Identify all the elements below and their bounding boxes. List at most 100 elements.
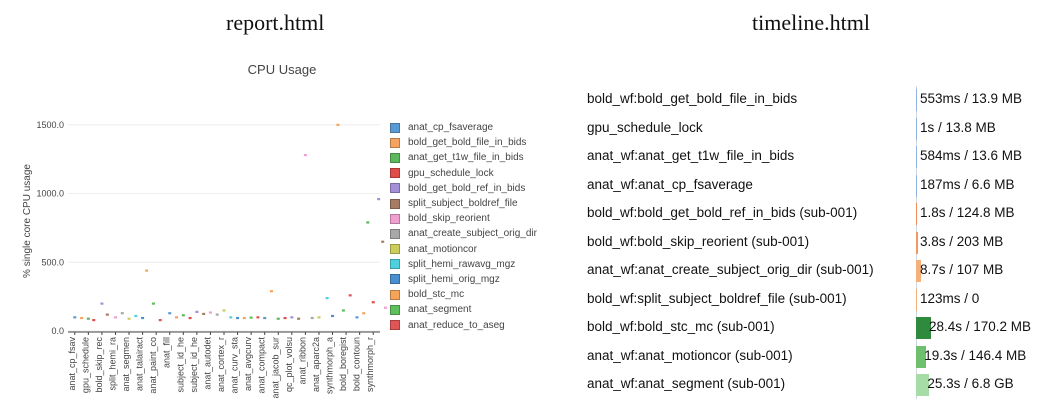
data-point [208,311,212,314]
timeline-task-label: anat_wf:anat_cp_fsaverage [587,176,753,192]
data-point [80,316,84,320]
data-point [127,317,131,320]
y-tick-label: 500.0 [41,257,64,267]
legend-swatch [390,289,400,300]
timeline-row[interactable]: bold_wf:bold_skip_reorient (sub-001) 3.8s… [587,229,1042,258]
data-point [348,294,352,297]
data-point [215,313,219,316]
legend-item[interactable]: anat_cp_fsaverage [390,120,537,135]
chart-legend: anat_cp_fsaverage bold_get_bold_file_in_b… [390,120,537,333]
legend-swatch [390,304,400,315]
x-tick-label: anat_autodet [202,337,212,390]
x-tick-label: anat_jacob_sur [270,337,280,399]
legend-swatch [390,152,400,163]
legend-label: anat_motioncor [408,243,477,255]
timeline-duration-memory: 1.8s / 124.8 MB [920,205,1015,220]
legend-item[interactable]: bold_stc_mc [390,287,537,302]
timeline-task-label: anat_wf:anat_segment (sub-001) [587,376,786,391]
legend-swatch [390,183,400,194]
x-tick-label: anat_cortex_r [216,337,226,392]
data-point [371,301,375,304]
timeline-duration-memory: 28.4s / 170.2 MB [929,319,1032,334]
timeline-task-label: bold_wf:bold_get_bold_file_in_bids [587,91,798,106]
timeline-bar[interactable] [916,146,917,168]
legend-label: split_hemi_rawavg_mgz [408,258,516,270]
data-point [158,319,162,322]
report-title: report.html [226,10,325,35]
x-tick-label: anat_ribbon [297,337,307,385]
x-tick-label: anat_talairact [135,337,145,392]
legend-label: anat_cp_fsaverage [408,122,494,134]
x-tick-label: anat_fill [162,337,172,368]
x-tick-label: bold_skip_rec [94,337,104,393]
legend-label: bold_get_bold_ref_in_bids [408,182,526,194]
legend-item[interactable]: split_hemi_rawavg_mgz [390,257,537,272]
timeline-row[interactable]: anat_wf:anat_segment (sub-001) 25.3s / 6.… [587,371,1042,400]
data-point [256,316,260,319]
timeline-row[interactable]: bold_wf:split_subject_boldref_file (sub-… [587,286,1042,315]
timeline-duration-memory: 553ms / 13.9 MB [920,91,1023,106]
timeline-bar[interactable] [916,117,917,140]
data-point [283,316,287,320]
timeline-bar[interactable] [916,374,930,396]
timeline-bar[interactable] [916,203,918,225]
timeline-bar[interactable] [916,260,922,282]
x-tick-label: anat_segmen [121,337,131,392]
legend-item[interactable]: anat_segment [390,302,537,317]
timeline-duration-memory: 3.8s / 203 MB [920,233,1004,249]
legend-item[interactable]: split_subject_boldref_file [390,196,537,211]
data-point [175,316,179,319]
data-point [355,316,359,319]
timeline-bar[interactable] [916,174,917,197]
legend-swatch [390,137,400,148]
legend-item[interactable]: split_hemi_orig_mgz [390,272,537,287]
legend-item[interactable]: anat_reduce_to_aseg [390,317,537,332]
legend-label: bold_stc_mc [408,289,465,301]
data-point [336,123,340,126]
timeline-row[interactable]: anat_wf:anat_motioncor (sub-001) 19.3s / … [587,343,1042,372]
timeline-bar[interactable] [916,231,919,254]
data-point [381,240,385,243]
timeline-task-label: bold_wf:bold_skip_reorient (sub-001) [587,233,810,249]
legend-item[interactable]: anat_motioncor [390,242,537,257]
timeline-row[interactable]: bold_wf:bold_get_bold_file_in_bids 553ms … [587,86,1042,115]
legend-item[interactable]: anat_get_t1w_file_in_bids [390,150,537,165]
timeline-task-label: anat_wf:anat_get_t1w_file_in_bids [587,148,795,163]
data-point [366,221,370,224]
legend-swatch [390,122,400,133]
data-point [310,316,314,320]
timeline-duration-memory: 8.7s / 107 MB [920,262,1004,277]
x-tick-label: split_hemi_ra [107,337,117,391]
data-point [229,316,233,319]
legend-item[interactable]: bold_get_bold_ref_in_bids [390,181,537,196]
timeline-row[interactable]: anat_wf:anat_cp_fsaverage 187ms / 6.6 MB [587,172,1042,201]
legend-item[interactable]: gpu_schedule_lock [390,166,537,181]
timeline-bar[interactable] [916,345,927,368]
timeline-task-label: bold_wf:bold_get_bold_ref_in_bids (sub-0… [587,205,858,220]
x-tick-label: bold_boregist [338,337,348,392]
timeline-panel: bold_wf:bold_get_bold_file_in_bids 553ms … [587,86,1042,400]
legend-item[interactable]: bold_get_bold_file_in_bids [390,135,537,150]
timeline-task-label: gpu_schedule_lock [587,119,703,135]
legend-item[interactable]: bold_skip_reorient [390,211,537,226]
legend-swatch [390,259,400,270]
timeline-row[interactable]: gpu_schedule_lock 1s / 13.8 MB [587,115,1042,144]
legend-label: anat_create_subject_orig_dir [408,228,537,240]
y-tick-label: 1000.0 [36,189,64,199]
x-tick-label: anat_cp_fsav [67,337,77,391]
timeline-row[interactable]: bold_wf:bold_stc_mc (sub-001) 28.4s / 170… [587,314,1042,343]
timeline-bar[interactable] [916,317,931,339]
data-point [377,198,381,201]
data-point [249,316,253,319]
data-point [276,317,280,320]
legend-item[interactable]: anat_create_subject_orig_dir [390,226,537,241]
timeline-row[interactable]: anat_wf:anat_create_subject_orig_dir (su… [587,257,1042,286]
timeline-row[interactable]: bold_wf:bold_get_bold_ref_in_bids (sub-0… [587,200,1042,229]
data-point [383,306,387,309]
timeline-row[interactable]: anat_wf:anat_get_t1w_file_in_bids 584ms /… [587,143,1042,172]
timeline-bar[interactable] [916,89,917,111]
timeline-bar[interactable] [916,288,917,311]
x-tick-label: gpu_schedule [80,337,90,393]
data-point [134,314,138,318]
legend-swatch [390,198,400,209]
